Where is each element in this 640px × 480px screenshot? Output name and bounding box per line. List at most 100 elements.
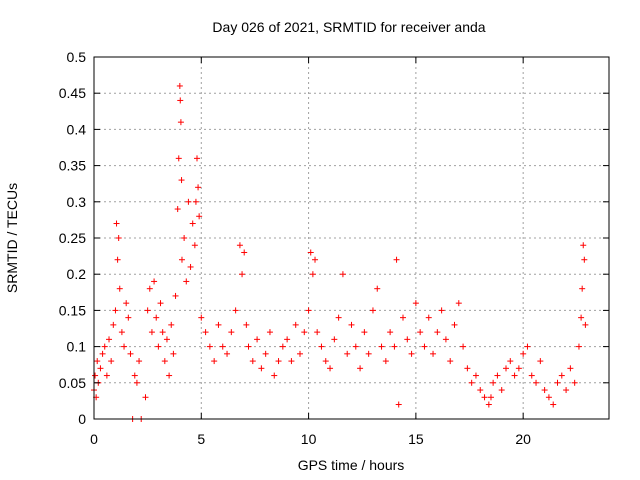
grid-lines [94,57,609,419]
data-point [243,321,250,328]
data-point [533,379,540,386]
data-point [241,249,248,256]
data-point [468,379,475,386]
y-tick-labels: 0 0.05 0.1 0.15 0.2 0.25 0.3 0.35 0.4 0.45 0.5 [59,49,86,427]
data-point [460,343,467,350]
data-point [224,350,231,357]
data-point [266,329,273,336]
data-point [211,358,218,365]
data-point [498,387,505,394]
data-point [404,336,411,343]
data-point [176,82,183,89]
data-point [187,263,194,270]
data-point [245,343,252,350]
data-point [163,336,170,343]
data-point [106,336,113,343]
data-point [312,256,319,263]
data-point [442,336,449,343]
data-point [142,394,149,401]
data-point [136,358,143,365]
data-point [183,278,190,285]
x-tick-label: 0 [90,431,98,447]
data-point [215,321,222,328]
data-point [239,271,246,278]
y-tick-label: 0.45 [59,85,86,101]
data-point [391,343,398,350]
data-point [382,358,389,365]
data-point [331,336,338,343]
data-point [192,198,199,205]
x-tick-labels: 0 5 10 15 20 [90,431,531,447]
data-point [292,321,299,328]
data-point [115,235,122,241]
data-point [110,321,117,328]
data-point [103,372,110,379]
data-point [219,343,226,350]
data-point [301,329,308,336]
data-point [309,271,316,278]
data-point [168,321,175,328]
data-point [490,379,497,386]
data-point [305,307,312,314]
data-point [528,372,535,379]
data-point [175,155,182,162]
data-point [258,365,265,372]
data-point [507,358,514,365]
data-point [481,394,488,401]
data-point [178,256,185,263]
data-point [395,401,402,408]
data-point [447,358,454,365]
data-point [297,350,303,357]
data-point [318,343,325,350]
data-point [166,372,173,379]
y-tick-label: 0.1 [67,339,87,355]
data-point [116,285,123,292]
data-point [524,343,531,350]
data-point [254,336,261,343]
data-point [236,242,243,249]
data-point [118,329,125,336]
data-point [417,329,424,336]
x-tick-label: 5 [197,431,205,447]
data-point [133,379,140,386]
data-point [581,256,588,263]
data-point [94,358,101,365]
data-point [365,350,372,357]
data-point [537,358,544,365]
y-tick-label: 0.3 [67,194,87,210]
data-point [421,343,428,350]
data-point [408,350,415,357]
data-point [541,387,548,394]
chart-title: Day 026 of 2021, SRMTID for receiver and… [212,19,485,35]
data-point [582,321,589,328]
data-point [108,358,115,365]
data-point [114,256,121,263]
data-point [177,119,184,126]
data-point [503,365,509,372]
data-point [172,292,179,299]
data-point [279,343,286,350]
x-tick-label: 20 [515,431,531,447]
data-point [101,343,108,350]
x-tick-label: 10 [301,431,317,447]
data-point [571,379,578,386]
data-point [121,343,128,350]
data-point [177,97,184,104]
y-tick-label: 0 [78,411,86,427]
data-point [327,365,334,372]
data-point [131,372,138,379]
data-point [191,242,198,249]
data-point [284,336,291,343]
data-point [438,307,445,314]
data-point [307,249,314,256]
y-tick-label: 0.5 [67,49,87,65]
data-point [97,365,104,372]
data-point [339,271,346,278]
x-tick-label: 15 [408,431,424,447]
data-point [170,350,177,357]
data-point [361,329,368,336]
data-point [545,394,552,401]
data-point [580,242,587,249]
y-tick-label: 0.05 [59,375,86,391]
